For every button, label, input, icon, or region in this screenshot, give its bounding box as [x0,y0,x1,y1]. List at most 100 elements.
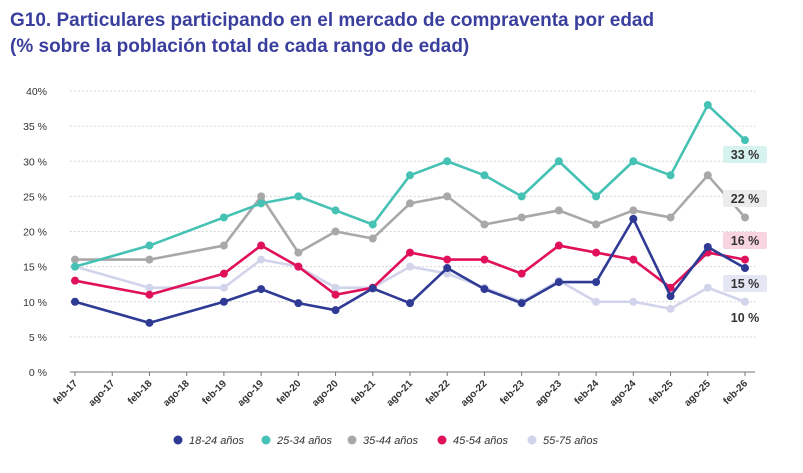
legend-item-25-34: 25-34 años [261,435,333,447]
data-point [71,262,79,271]
legend-label: 55-75 años [543,435,599,447]
data-point [294,192,303,201]
data-point [517,192,526,201]
data-point [741,297,749,306]
x-tick-label: feb-24 [573,378,602,407]
x-tick-label: feb-19 [200,378,229,407]
data-point [443,192,452,201]
legend-marker [173,435,183,445]
data-point [741,136,749,145]
data-point [703,101,712,110]
y-tick-label: 20 % [23,227,47,239]
data-point [517,213,526,222]
chart-title: G10. Particulares participando en el mer… [10,8,654,60]
data-point [331,227,340,236]
data-point [145,283,154,292]
data-point [517,269,526,278]
data-point [145,255,154,264]
data-point [294,248,303,257]
data-point [443,157,452,166]
data-point [592,220,601,229]
data-point [741,255,749,264]
x-tick-label: ago-19 [236,378,267,409]
data-point [443,255,452,264]
x-tick-label: ago-22 [459,378,490,409]
x-tick-label: feb-23 [498,378,527,407]
legend-marker [347,435,357,445]
data-point [294,262,303,271]
x-tick-label: feb-26 [722,378,751,407]
data-point [368,220,377,229]
data-point [741,213,749,222]
legend-label: 18-24 años [189,435,245,447]
data-point [703,283,712,292]
end-label-bg [723,190,767,207]
data-point [219,213,228,222]
data-point [331,206,340,215]
data-point [257,241,266,250]
data-point [629,206,638,215]
data-point [480,171,489,180]
data-point [368,284,377,293]
data-point [331,290,340,299]
series-18-24 [71,214,749,327]
series-25-34 [71,101,749,271]
end-value-label: 16 % [731,234,760,248]
y-tick-label: 0 % [29,367,47,379]
data-point [294,299,303,308]
data-point [554,157,563,166]
end-label-bg [723,146,767,163]
legend-item-55-75: 55-75 años [527,435,599,447]
x-tick-label: feb-20 [275,378,304,407]
legend-item-18-24: 18-24 años [173,435,245,447]
end-value-label: 33 % [731,148,760,162]
legend-marker [437,435,447,445]
data-point [666,171,675,180]
data-point [592,278,601,287]
data-point [368,234,377,243]
data-point [666,292,675,301]
x-tick-label: ago-25 [682,378,713,409]
legend-item-45-54: 45-54 años [437,435,509,447]
y-axis-ticks: 0 % 5 % 10 % 15 % 20 % 25 % 30 % 35 % 40% [23,86,47,379]
data-point [257,285,266,294]
end-value-label: 10 % [731,311,760,325]
data-point [219,283,228,292]
data-point [145,318,154,327]
data-point [592,192,601,201]
data-point [71,276,79,285]
data-point [443,264,452,273]
data-point [629,214,638,223]
data-point [629,255,638,264]
y-tick-label: 40% [26,86,47,98]
data-point [480,255,489,264]
data-point [71,297,79,306]
y-tick-label: 15 % [23,262,47,274]
data-point [331,306,340,315]
data-point [517,299,526,308]
chart-title-line1: G10. Particulares participando en el mer… [10,10,655,31]
data-point [592,297,601,306]
legend-marker [527,435,537,445]
series-group [71,101,749,327]
legend-marker [261,435,271,445]
data-point [666,304,675,313]
gridlines [70,90,755,373]
x-tick-label: ago-17 [87,378,118,409]
x-tick-label: ago-20 [310,378,341,409]
x-tick-label: feb-18 [126,378,155,407]
x-tick-label: ago-21 [385,378,416,409]
data-point [703,242,712,251]
data-point [145,241,154,250]
x-tick-label: ago-18 [161,378,192,409]
x-tick-label: feb-17 [52,378,81,407]
x-axis-ticks: feb-17 ago-17 feb-18 ago-18 feb-19 ago-19 feb-… [52,372,751,409]
end-label-bg [723,275,767,292]
data-point [219,241,228,250]
data-point [257,255,266,264]
end-value-label: 22 % [731,192,760,206]
series-line [75,174,746,261]
end-labels: 15 % 33 % 22 % 16 % 10 % [723,146,767,326]
data-point [666,213,675,222]
